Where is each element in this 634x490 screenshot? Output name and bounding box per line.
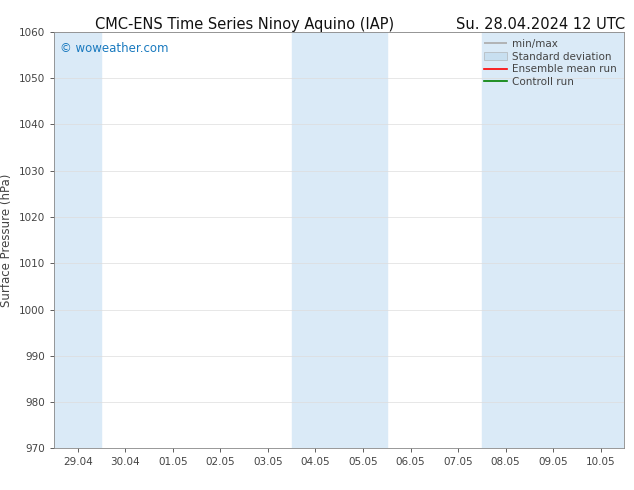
Bar (482, 32, 624, 448)
Text: CMC-ENS Time Series Ninoy Aquino (IAP): CMC-ENS Time Series Ninoy Aquino (IAP) (95, 17, 394, 32)
Bar (54, 32, 101, 448)
Text: © woweather.com: © woweather.com (60, 42, 168, 55)
Text: Su. 28.04.2024 12 UTC: Su. 28.04.2024 12 UTC (456, 17, 626, 32)
Legend: min/max, Standard deviation, Ensemble mean run, Controll run: min/max, Standard deviation, Ensemble me… (480, 35, 621, 91)
Y-axis label: Surface Pressure (hPa): Surface Pressure (hPa) (0, 173, 13, 307)
Bar (292, 32, 387, 448)
